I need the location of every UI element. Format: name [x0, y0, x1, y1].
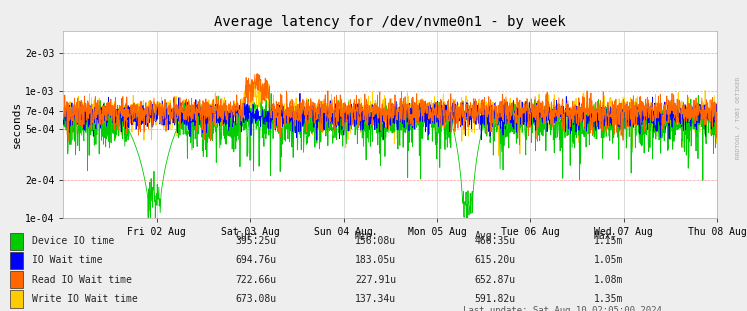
Text: Write IO Wait time: Write IO Wait time	[32, 294, 138, 304]
Text: Last update: Sat Aug 10 02:05:00 2024: Last update: Sat Aug 10 02:05:00 2024	[463, 306, 662, 311]
Text: 652.87u: 652.87u	[474, 275, 515, 285]
Text: 156.08u: 156.08u	[355, 236, 396, 246]
Text: Max:: Max:	[594, 231, 617, 241]
Text: 183.05u: 183.05u	[355, 256, 396, 266]
Text: Device IO time: Device IO time	[32, 236, 114, 246]
Text: 694.76u: 694.76u	[235, 256, 276, 266]
Bar	[10, 271, 23, 288]
Y-axis label: seconds: seconds	[12, 101, 22, 148]
Text: 137.34u: 137.34u	[355, 294, 396, 304]
Text: IO Wait time: IO Wait time	[32, 256, 102, 266]
Bar	[10, 233, 23, 250]
Text: 1.08m: 1.08m	[594, 275, 623, 285]
Text: 591.82u: 591.82u	[474, 294, 515, 304]
Text: 1.35m: 1.35m	[594, 294, 623, 304]
Text: 395.25u: 395.25u	[235, 236, 276, 246]
Bar	[10, 290, 23, 308]
Text: 722.66u: 722.66u	[235, 275, 276, 285]
Text: 1.15m: 1.15m	[594, 236, 623, 246]
Bar	[10, 252, 23, 269]
Text: Cur:: Cur:	[235, 231, 258, 241]
Text: 1.05m: 1.05m	[594, 256, 623, 266]
Text: 466.35u: 466.35u	[474, 236, 515, 246]
Title: Average latency for /dev/nvme0n1 - by week: Average latency for /dev/nvme0n1 - by we…	[214, 15, 566, 29]
Text: 673.08u: 673.08u	[235, 294, 276, 304]
Text: Min:: Min:	[355, 231, 378, 241]
Text: Avg:: Avg:	[474, 231, 498, 241]
Text: RRDTOOL / TOBI OETIKER: RRDTOOL / TOBI OETIKER	[736, 77, 740, 160]
Text: 615.20u: 615.20u	[474, 256, 515, 266]
Text: 227.91u: 227.91u	[355, 275, 396, 285]
Text: Read IO Wait time: Read IO Wait time	[32, 275, 132, 285]
